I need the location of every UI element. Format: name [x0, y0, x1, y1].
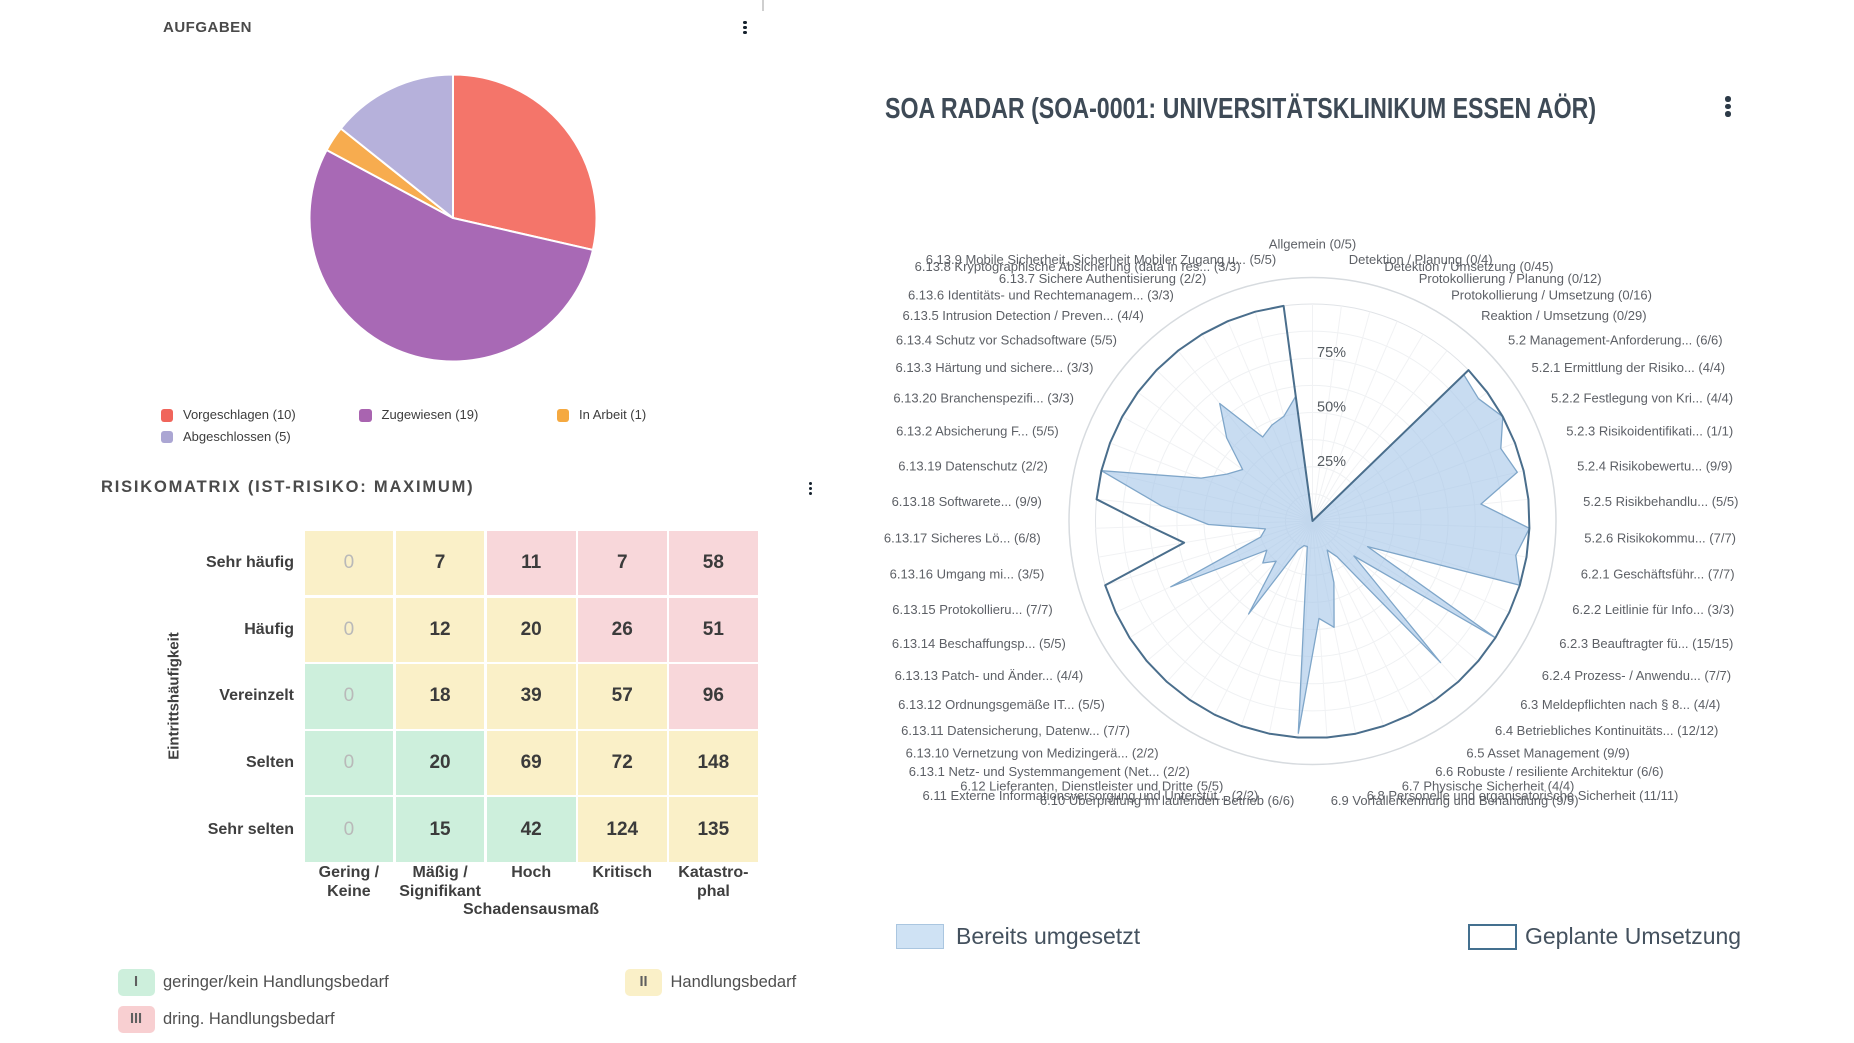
- svg-text:Protokollierung / Umsetzung (0: Protokollierung / Umsetzung (0/16): [1451, 287, 1652, 302]
- svg-text:Protokollierung / Planung (0/1: Protokollierung / Planung (0/12): [1419, 271, 1602, 286]
- svg-text:75%: 75%: [1317, 345, 1346, 361]
- svg-text:6.13.14 Beschaffungsp... (5/5): 6.13.14 Beschaffungsp... (5/5): [892, 636, 1066, 651]
- svg-text:6.2.2 Leitlinie für Info... (3: 6.2.2 Leitlinie für Info... (3/3): [1572, 602, 1734, 617]
- svg-text:6.13.20 Branchenspezifi... (3/: 6.13.20 Branchenspezifi... (3/3): [893, 391, 1074, 406]
- svg-text:6.5 Asset Management (9/9): 6.5 Asset Management (9/9): [1466, 746, 1629, 761]
- svg-text:6.13.18 Softwarete... (9/9): 6.13.18 Softwarete... (9/9): [892, 494, 1042, 509]
- svg-text:6.4 Betriebliches Kontinuitäts: 6.4 Betriebliches Kontinuitäts... (12/12…: [1495, 723, 1718, 738]
- svg-text:6.2.3 Beauftragter fü... (15/1: 6.2.3 Beauftragter fü... (15/15): [1559, 636, 1733, 651]
- svg-text:6.13.3 Härtung und sichere...: 6.13.3 Härtung und sichere... (3/3): [895, 360, 1093, 375]
- svg-text:5.2 Management-Anforderung...: 5.2 Management-Anforderung... (6/6): [1508, 332, 1723, 347]
- svg-text:6.13.7 Sichere Authentisierung: 6.13.7 Sichere Authentisierung (2/2): [999, 271, 1206, 286]
- svg-text:6.13.16 Umgang mi... (3/5): 6.13.16 Umgang mi... (3/5): [890, 567, 1045, 582]
- svg-text:6.7 Physische Sicherheit (4/4): 6.7 Physische Sicherheit (4/4): [1402, 778, 1575, 793]
- svg-text:6.12 Lieferanten, Dienstleiste: 6.12 Lieferanten, Dienstleister und Drit…: [960, 778, 1223, 793]
- svg-text:5.2.4 Risikobewertu... (9/9): 5.2.4 Risikobewertu... (9/9): [1577, 458, 1732, 473]
- svg-text:5.2.1 Ermittlung der Risiko...: 5.2.1 Ermittlung der Risiko... (4/4): [1532, 360, 1726, 375]
- svg-text:Allgemein (0/5): Allgemein (0/5): [1269, 236, 1356, 251]
- svg-text:6.13.1 Netz- und Systemmangeme: 6.13.1 Netz- und Systemmangement (Net...…: [909, 764, 1190, 779]
- svg-text:6.13.10 Vernetzung von Medizin: 6.13.10 Vernetzung von Medizingerä... (2…: [906, 746, 1159, 761]
- svg-text:5.2.6 Risikokommu... (7/7): 5.2.6 Risikokommu... (7/7): [1584, 531, 1736, 546]
- svg-text:6.11 Externe Informationsverso: 6.11 Externe Informationsversorgung und …: [923, 788, 1259, 803]
- svg-text:6.13.5 Intrusion Detection / P: 6.13.5 Intrusion Detection / Preven... (…: [903, 308, 1144, 323]
- svg-text:6.13.4 Schutz vor Schadsoftwar: 6.13.4 Schutz vor Schadsoftware (5/5): [896, 332, 1117, 347]
- svg-text:6.6 Robuste / resiliente Archi: 6.6 Robuste / resiliente Architektur (6/…: [1435, 764, 1663, 779]
- svg-text:6.13.12 Ordnungsgemäße IT... (: 6.13.12 Ordnungsgemäße IT... (5/5): [898, 697, 1105, 712]
- svg-text:25%: 25%: [1317, 454, 1346, 470]
- svg-text:6.8 Personelle und organisator: 6.8 Personelle und organisatorische Sich…: [1367, 788, 1679, 803]
- svg-text:6.13.11 Datensicherung, Datenw: 6.13.11 Datensicherung, Datenw... (7/7): [901, 723, 1130, 738]
- svg-text:6.13.15 Protokollieru... (7/7): 6.13.15 Protokollieru... (7/7): [892, 602, 1052, 617]
- svg-text:6.2.4 Prozess- / Anwendu... (7: 6.2.4 Prozess- / Anwendu... (7/7): [1542, 668, 1731, 683]
- svg-text:6.13.17 Sicheres Lö... (6/8): 6.13.17 Sicheres Lö... (6/8): [884, 531, 1041, 546]
- svg-text:6.9 Vorfallerkennung und Behan: 6.9 Vorfallerkennung und Behandlung (9/9…: [1331, 793, 1579, 808]
- svg-text:Reaktion / Umsetzung (0/29): Reaktion / Umsetzung (0/29): [1481, 308, 1646, 323]
- svg-text:6.13.19 Datenschutz (2/2): 6.13.19 Datenschutz (2/2): [898, 458, 1048, 473]
- svg-text:6.13.6 Identitäts- und Rechtem: 6.13.6 Identitäts- und Rechtemanagem... …: [908, 287, 1174, 302]
- svg-text:5.2.2 Festlegung von Kri... (4: 5.2.2 Festlegung von Kri... (4/4): [1551, 391, 1733, 406]
- svg-text:6.2.1 Geschäftsführ... (7/7): 6.2.1 Geschäftsführ... (7/7): [1581, 567, 1735, 582]
- svg-text:50%: 50%: [1317, 400, 1346, 416]
- svg-text:Detektion / Planung (0/4): Detektion / Planung (0/4): [1349, 252, 1493, 267]
- svg-text:5.2.3 Risikoidentifikati... (1: 5.2.3 Risikoidentifikati... (1/1): [1566, 424, 1733, 439]
- svg-text:6.13.13 Patch- und Änder... (4: 6.13.13 Patch- und Änder... (4/4): [895, 668, 1084, 683]
- svg-text:5.2.5 Risikbehandlu... (5/5): 5.2.5 Risikbehandlu... (5/5): [1583, 494, 1738, 509]
- svg-text:6.13.2 Absicherung F... (5/5): 6.13.2 Absicherung F... (5/5): [896, 424, 1059, 439]
- svg-text:6.10 Überprüfung im laufenden: 6.10 Überprüfung im laufenden Betrieb (6…: [1040, 793, 1294, 808]
- svg-text:Detektion / Umsetzung (0/45): Detektion / Umsetzung (0/45): [1384, 259, 1553, 274]
- svg-text:6.13.9 Mobile Sicherheit, Sich: 6.13.9 Mobile Sicherheit, Sicherheit Mob…: [926, 252, 1276, 267]
- svg-text:6.13.8 Kryptographische Absich: 6.13.8 Kryptographische Absicherung (dat…: [915, 259, 1241, 274]
- svg-text:6.3 Meldepflichten nach § 8...: 6.3 Meldepflichten nach § 8... (4/4): [1520, 697, 1720, 712]
